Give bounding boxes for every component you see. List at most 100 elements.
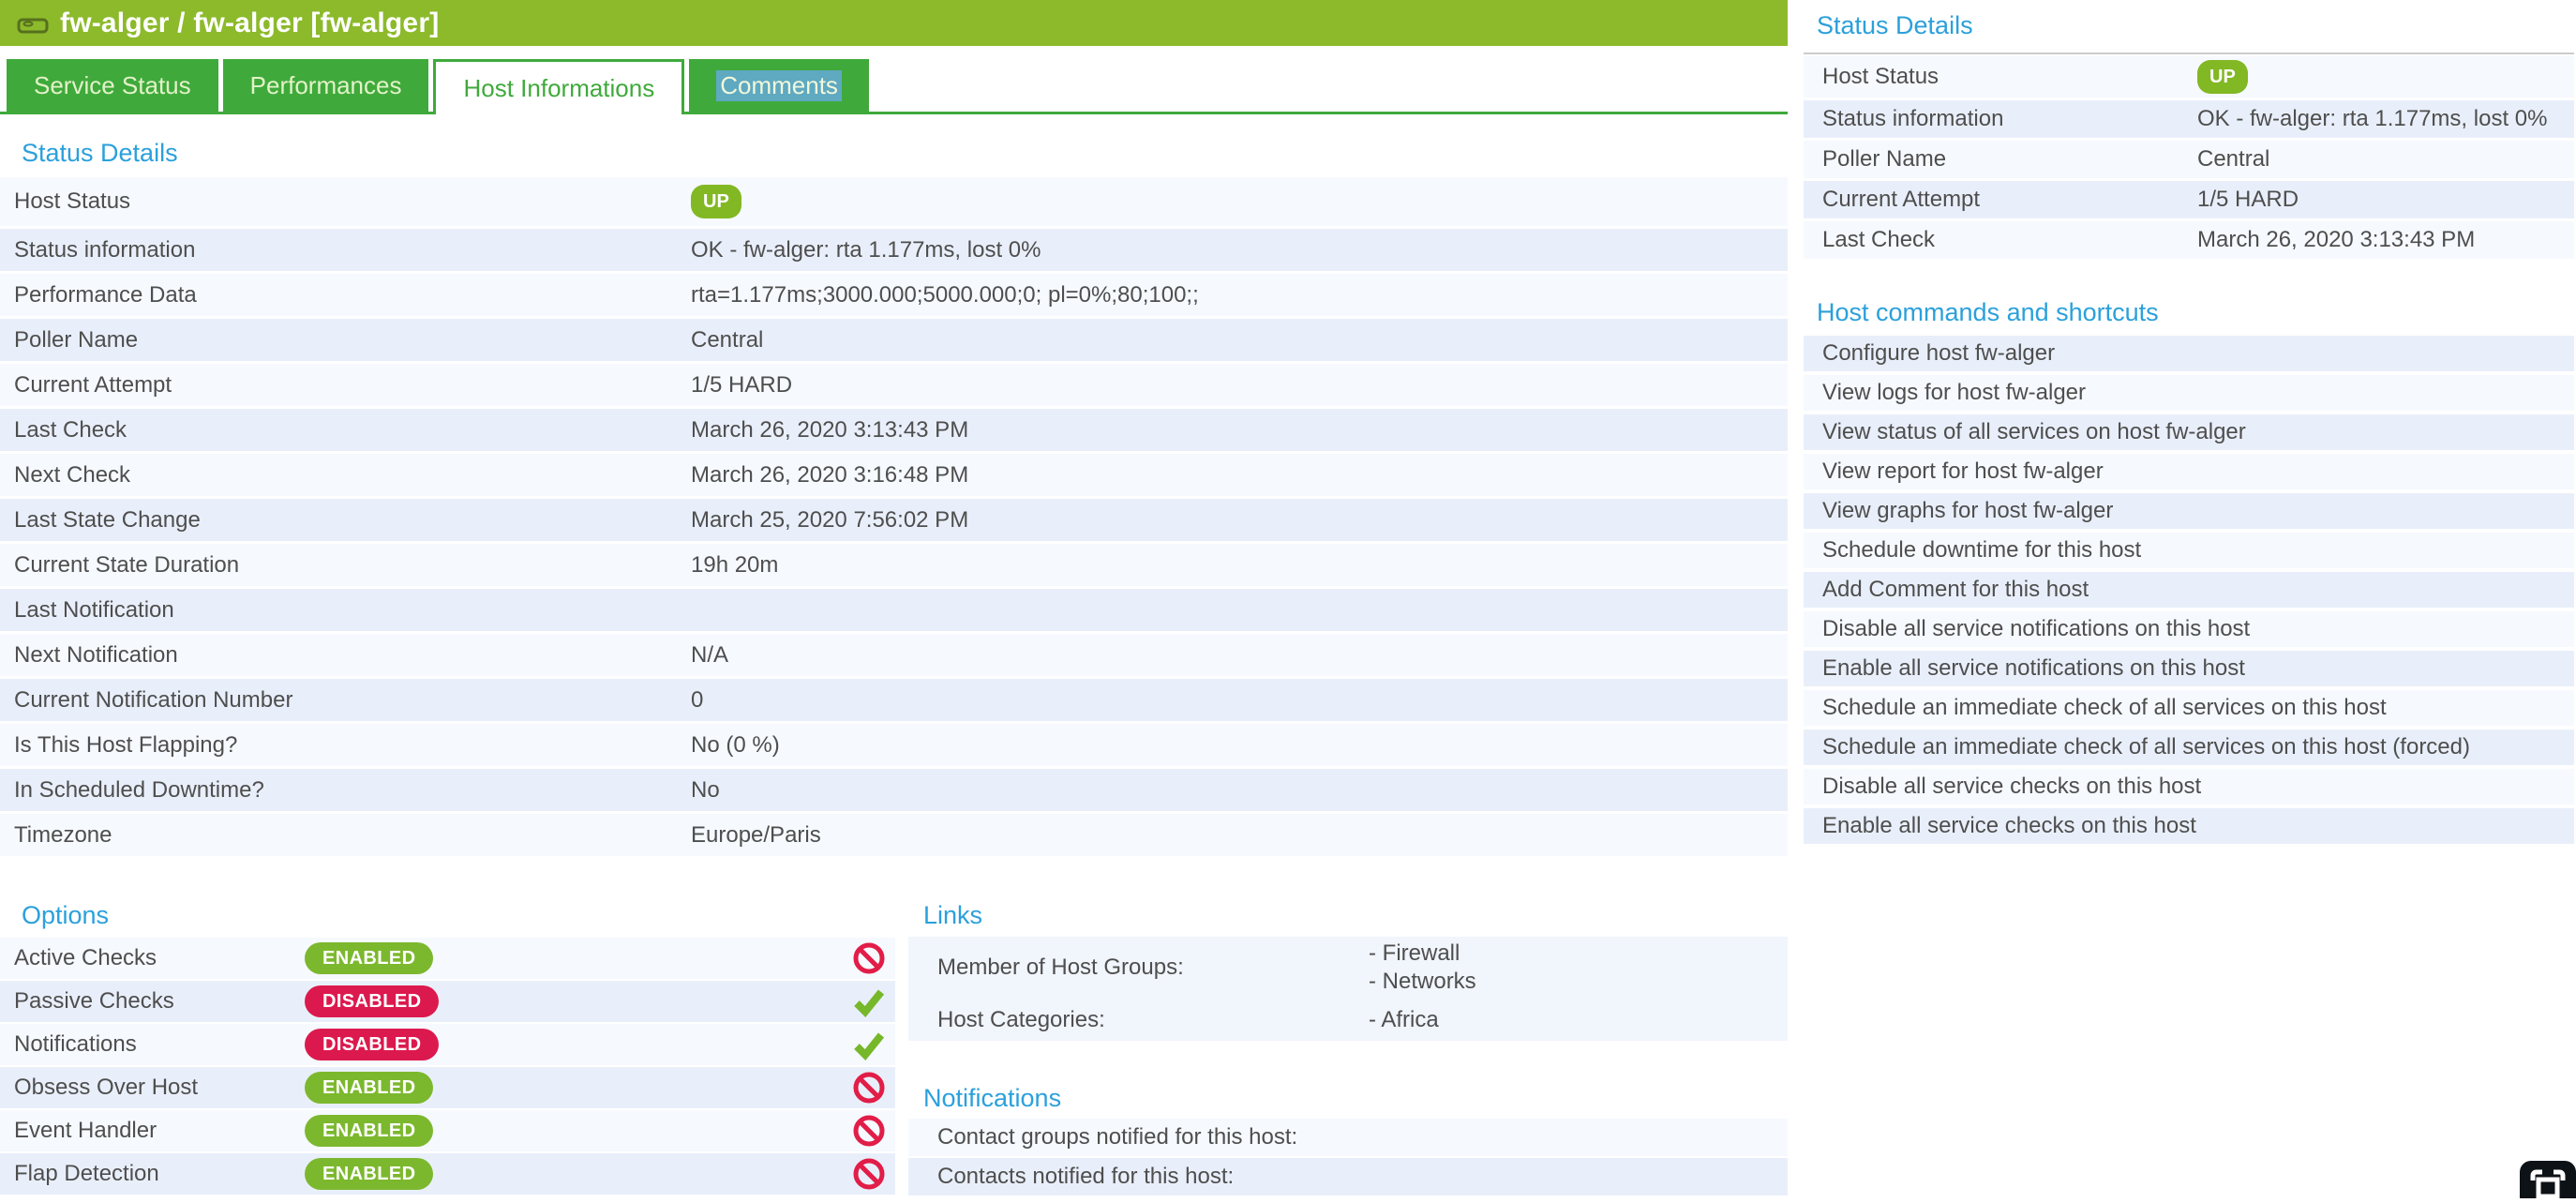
state-pill: ENABLED <box>305 1115 434 1147</box>
host-command-link[interactable]: Configure host fw-alger <box>1804 336 2574 371</box>
row-label: Performance Data <box>14 281 197 308</box>
status-details-heading: Status Details <box>22 139 178 167</box>
forbid-icon[interactable] <box>852 1157 886 1191</box>
host-command-link[interactable]: Enable all service checks on this host <box>1804 808 2574 844</box>
table-row: Is This Host Flapping? No (0 %) <box>0 724 1788 766</box>
row-label: Current Attempt <box>1822 187 1981 212</box>
command-label: Disable all service notifications on thi… <box>1822 616 2251 641</box>
sidebar-status-table: Host Status UP Status information OK - fw-a… <box>1804 53 2574 262</box>
table-row: Timezone Europe/Paris <box>0 814 1788 856</box>
host-command-link[interactable]: View logs for host fw-alger <box>1804 375 2574 411</box>
tab-host-informations[interactable]: Host Informations <box>433 59 685 114</box>
row-label: Poller Name <box>1822 146 1947 172</box>
option-state: DISABLED <box>305 1029 852 1060</box>
check-icon[interactable] <box>852 1028 886 1061</box>
state-pill: DISABLED <box>305 985 440 1017</box>
host-command-link[interactable]: Disable all service checks on this host <box>1804 769 2574 805</box>
forbid-icon[interactable] <box>852 1071 886 1105</box>
state-pill: ENABLED <box>305 1158 434 1190</box>
option-state: ENABLED <box>305 1115 852 1147</box>
row-label: Next Check <box>14 461 131 488</box>
table-row: Current Attempt 1/5 HARD <box>0 364 1788 406</box>
command-label: View graphs for host fw-alger <box>1822 498 2114 523</box>
table-row: Contact groups notified for this host: <box>908 1119 1788 1156</box>
row-label: Flap Detection <box>14 1161 159 1186</box>
host-status-badge: UP <box>2197 60 2248 94</box>
row-value: - Firewall - Networks <box>1369 940 1788 996</box>
command-label: Schedule an immediate check of all servi… <box>1822 734 2470 759</box>
row-label: Contacts notified for this host: <box>937 1164 1235 1189</box>
table-row: Obsess Over Host ENABLED <box>0 1067 895 1108</box>
row-value: 1/5 HARD <box>2197 187 2299 212</box>
row-label: Host Categories: <box>937 1006 1105 1032</box>
host-commands-list: Configure host fw-alger View logs for hos… <box>1804 336 2574 848</box>
link-item: - Networks <box>1369 969 1476 994</box>
row-value: - Africa <box>1369 1006 1788 1034</box>
state-pill: DISABLED <box>305 1029 440 1060</box>
host-command-link[interactable]: Add Comment for this host <box>1804 572 2574 608</box>
host-status-badge: UP <box>691 185 741 218</box>
row-label: Current Attempt <box>14 371 172 398</box>
host-command-link[interactable]: Schedule an immediate check of all servi… <box>1804 729 2574 765</box>
row-value: N/A <box>691 641 729 668</box>
row-value: 1/5 HARD <box>691 371 793 398</box>
row-value: March 26, 2020 3:16:48 PM <box>691 461 969 488</box>
table-row: Current Notification Number 0 <box>0 679 1788 721</box>
table-row: Next Notification N/A <box>0 634 1788 676</box>
tab-comments-label: Comments <box>716 69 842 101</box>
row-label: Active Checks <box>14 945 157 970</box>
row-value: Central <box>691 326 764 353</box>
notifications-heading: Notifications <box>923 1084 1062 1112</box>
notifications-table: Contact groups notified for this host: Co… <box>908 1119 1788 1197</box>
row-label: Last Check <box>14 416 127 443</box>
command-label: Add Comment for this host <box>1822 577 2089 602</box>
row-label: Obsess Over Host <box>14 1075 199 1100</box>
tab-bar: Service Status Performances Host Informa… <box>0 59 1788 114</box>
row-value: Europe/Paris <box>691 821 821 848</box>
fit-screen-icon <box>2529 1168 2567 1203</box>
host-command-link[interactable]: View report for host fw-alger <box>1804 454 2574 489</box>
tab-service-status[interactable]: Service Status <box>7 59 218 112</box>
table-row: Host Status UP <box>1804 56 2574 98</box>
state-pill: ENABLED <box>305 1072 434 1104</box>
row-label: Current Notification Number <box>14 686 293 713</box>
host-command-link[interactable]: Schedule an immediate check of all servi… <box>1804 690 2574 726</box>
forbid-icon[interactable] <box>852 1114 886 1148</box>
host-command-link[interactable]: View status of all services on host fw-a… <box>1804 414 2574 450</box>
row-value: UP <box>2197 60 2574 94</box>
host-command-link[interactable]: Enable all service notifications on this… <box>1804 651 2574 686</box>
command-label: View status of all services on host fw-a… <box>1822 419 2246 444</box>
command-label: Enable all service notifications on this… <box>1822 655 2245 681</box>
host-icon <box>17 11 49 36</box>
row-label: Event Handler <box>14 1118 157 1143</box>
table-row: Status information OK - fw-alger: rta 1.1… <box>0 229 1788 271</box>
host-command-link[interactable]: Disable all service notifications on thi… <box>1804 611 2574 647</box>
table-row: Poller Name Central <box>1804 141 2574 178</box>
row-label: Host Status <box>1822 64 1939 89</box>
table-row: Performance Data rta=1.177ms;3000.000;500… <box>0 274 1788 316</box>
table-row: Status information OK - fw-alger: rta 1.1… <box>1804 100 2574 138</box>
sidebar-status-heading: Status Details <box>1817 11 1973 39</box>
row-label: Contact groups notified for this host: <box>937 1124 1298 1150</box>
links-table: Member of Host Groups: - Firewall - Networ… <box>908 937 1788 1041</box>
command-label: Configure host fw-alger <box>1822 340 2056 366</box>
tab-performances[interactable]: Performances <box>222 59 429 112</box>
command-label: Schedule an immediate check of all servi… <box>1822 695 2387 720</box>
check-icon[interactable] <box>852 985 886 1018</box>
fit-screen-button[interactable] <box>2520 1161 2576 1199</box>
host-command-link[interactable]: View graphs for host fw-alger <box>1804 493 2574 529</box>
table-row: Member of Host Groups: - Firewall - Networ… <box>908 937 1788 999</box>
forbid-icon[interactable] <box>852 941 886 975</box>
row-label: Status information <box>1822 106 2004 131</box>
table-row: Poller Name Central <box>0 319 1788 361</box>
host-commands-heading: Host commands and shortcuts <box>1817 298 2159 326</box>
table-row: Current Attempt 1/5 HARD <box>1804 181 2574 218</box>
host-command-link[interactable]: Schedule downtime for this host <box>1804 533 2574 568</box>
tab-comments[interactable]: Comments <box>689 59 869 112</box>
row-label: Timezone <box>14 821 112 848</box>
table-row: Flap Detection ENABLED <box>0 1153 895 1195</box>
table-row: Active Checks ENABLED <box>0 938 895 979</box>
table-row: Last State Change March 25, 2020 7:56:02 … <box>0 499 1788 541</box>
option-state: DISABLED <box>305 985 852 1017</box>
row-value: March 26, 2020 3:13:43 PM <box>691 416 969 443</box>
